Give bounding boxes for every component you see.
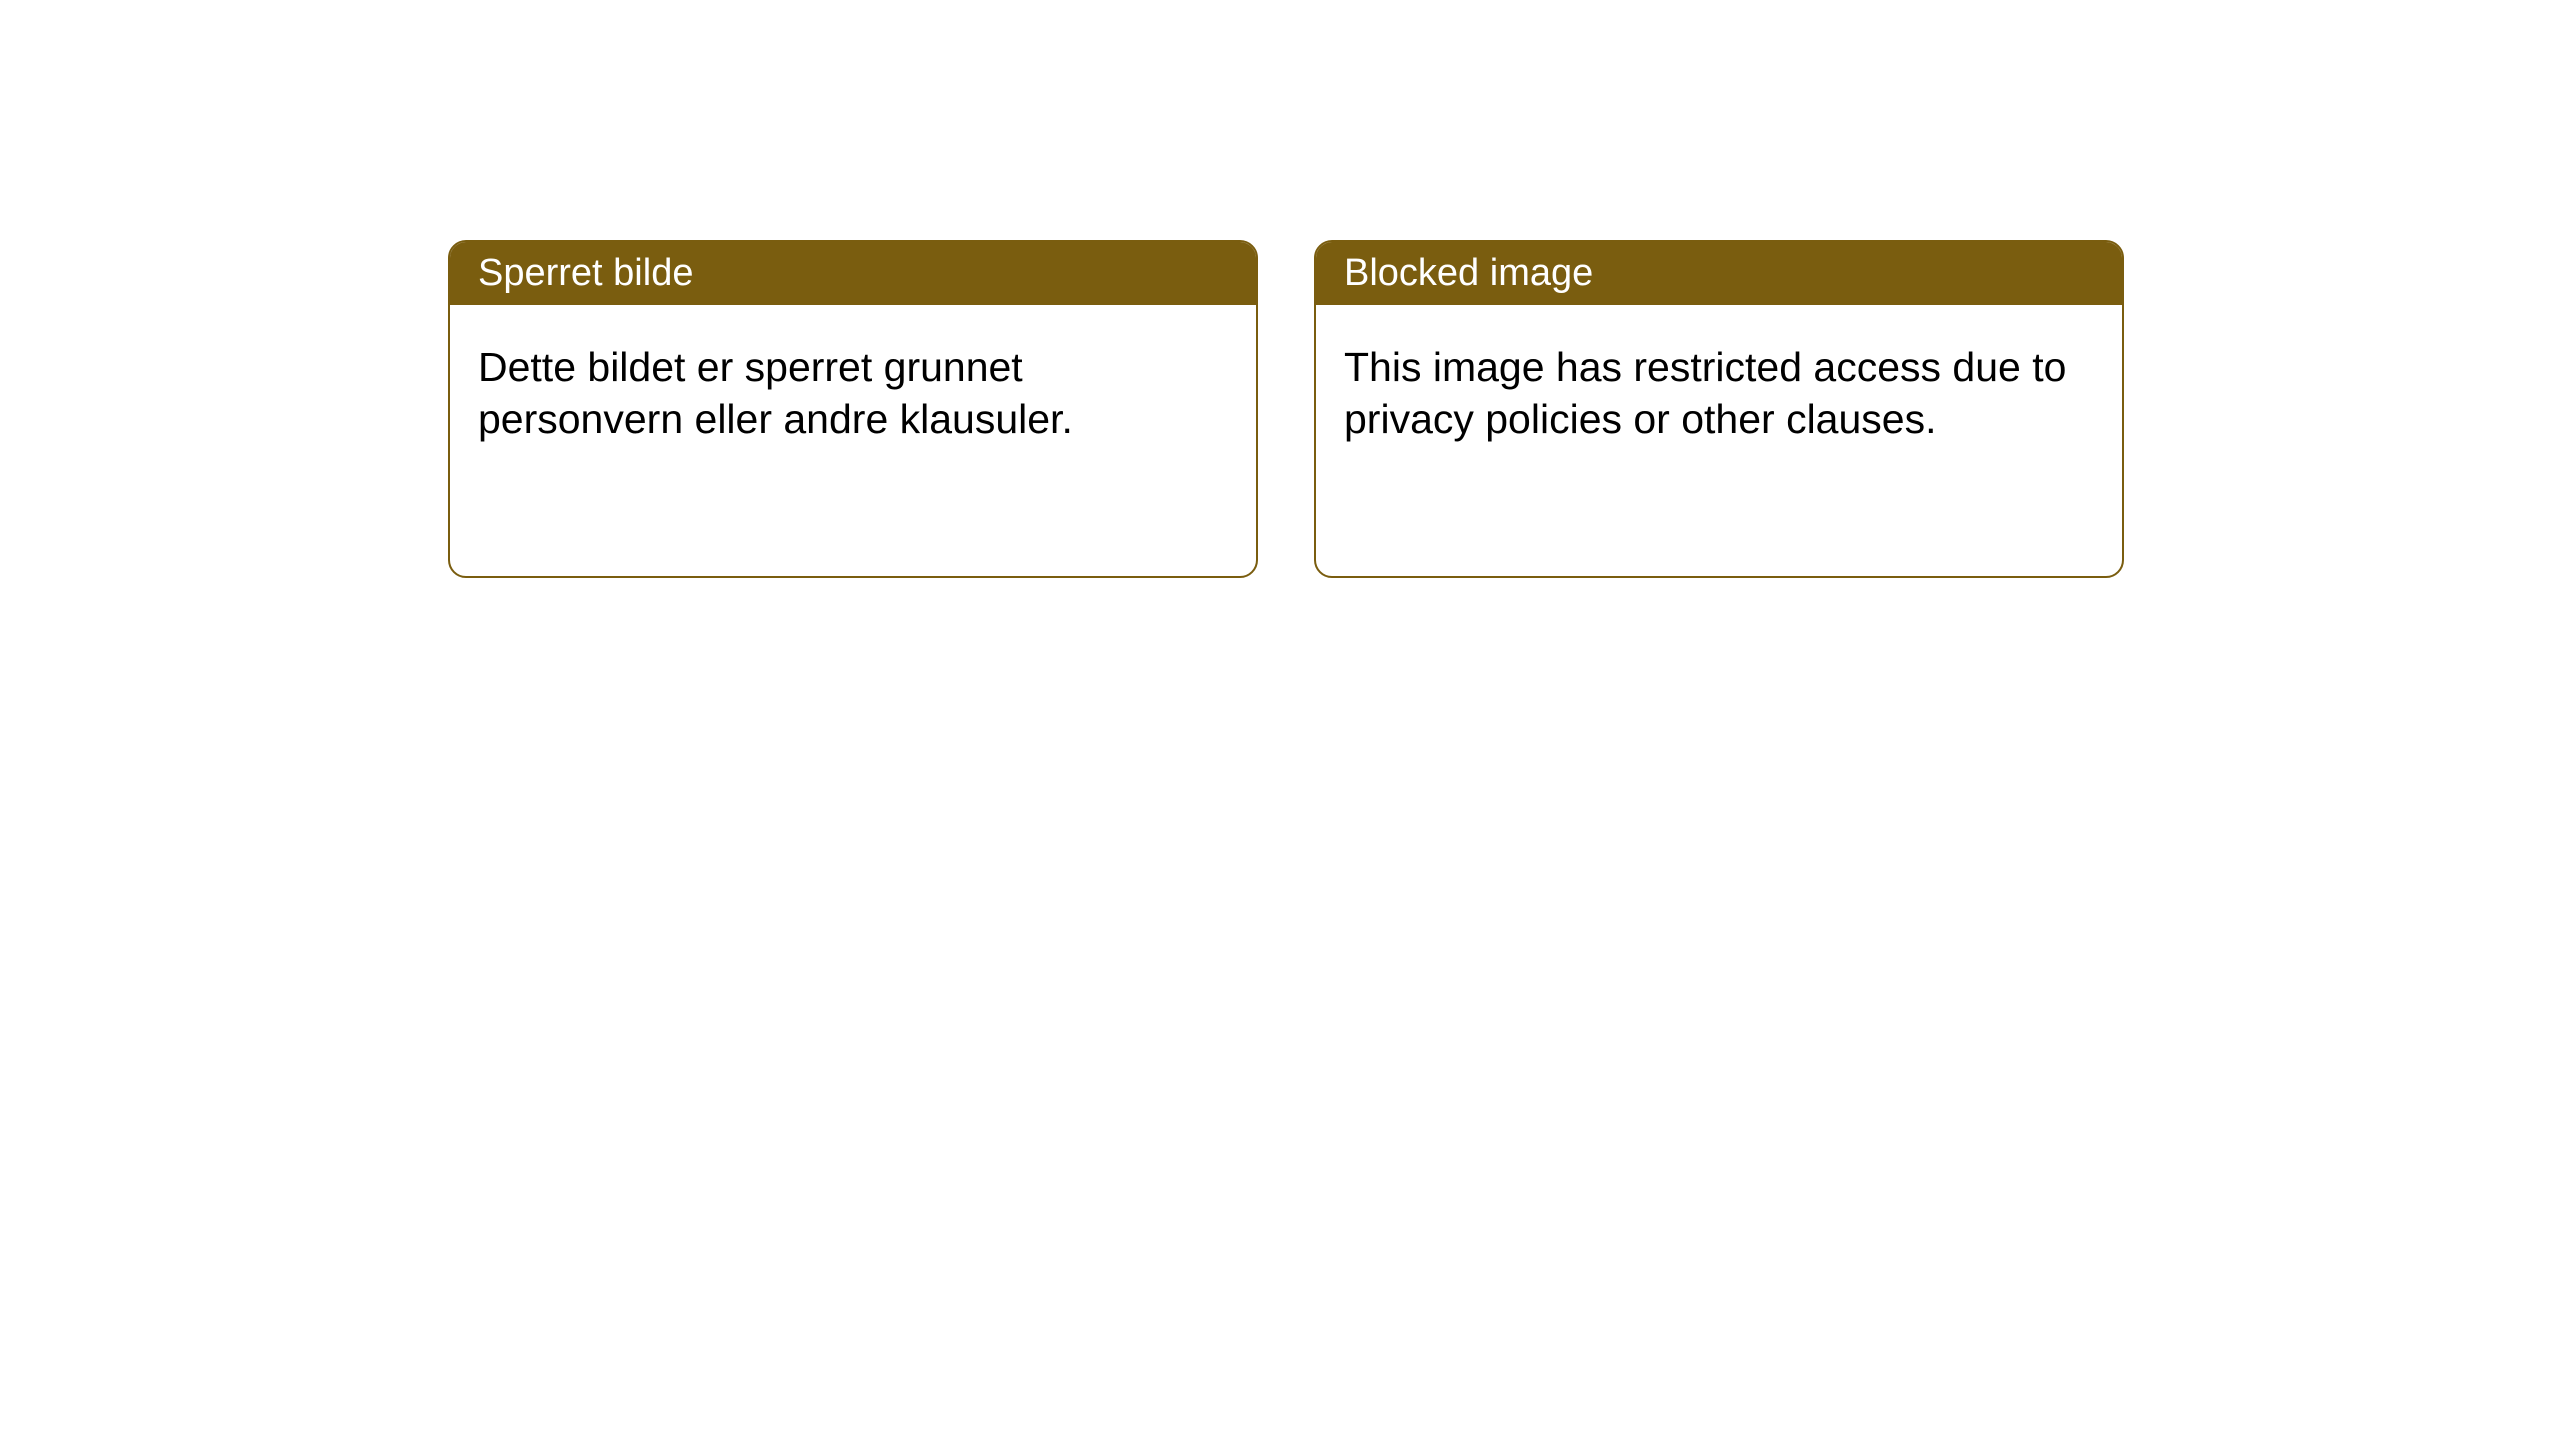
notice-container: Sperret bilde Dette bildet er sperret gr… <box>0 0 2560 578</box>
notice-title: Blocked image <box>1344 252 1593 294</box>
notice-card-header: Sperret bilde <box>450 242 1256 305</box>
notice-title: Sperret bilde <box>478 252 693 294</box>
notice-card-body: This image has restricted access due to … <box>1316 305 2122 482</box>
notice-card-header: Blocked image <box>1316 242 2122 305</box>
notice-body-text: Dette bildet er sperret grunnet personve… <box>478 344 1073 442</box>
notice-card-no: Sperret bilde Dette bildet er sperret gr… <box>448 240 1258 578</box>
notice-card-en: Blocked image This image has restricted … <box>1314 240 2124 578</box>
notice-card-body: Dette bildet er sperret grunnet personve… <box>450 305 1256 482</box>
notice-body-text: This image has restricted access due to … <box>1344 344 2066 442</box>
